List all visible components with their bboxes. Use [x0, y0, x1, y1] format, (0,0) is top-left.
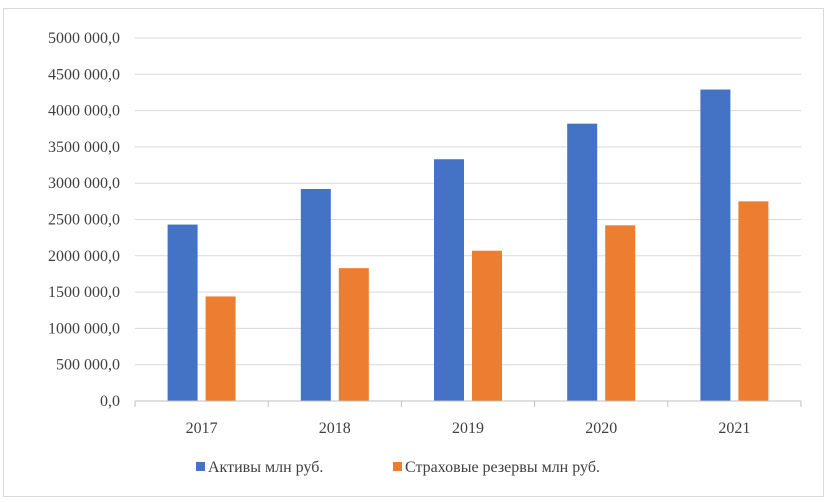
y-tick-label: 4500 000,0	[48, 66, 120, 83]
bar-reserves-2017	[205, 296, 236, 401]
bars	[167, 89, 769, 402]
y-tick-label: 1000 000,0	[48, 320, 120, 337]
gridlines	[135, 37, 801, 366]
x-tick-label: 2017	[186, 420, 218, 437]
chart-frame	[3, 8, 824, 497]
bar-reserves-2018	[338, 268, 369, 401]
x-tick-label: 2020	[585, 420, 617, 437]
bar-reserves-2019	[472, 250, 502, 401]
legend: Активы млн руб. Страховые резервы млн руб…	[196, 459, 600, 476]
bar-assets-2020	[567, 123, 598, 401]
y-tick-label: 2000 000,0	[48, 248, 120, 265]
x-tick-label: 2021	[718, 420, 750, 437]
y-tick-label: 1500 000,0	[48, 284, 120, 301]
legend-label: Активы млн руб.	[208, 459, 323, 476]
x-axis-ticks: 2017 2018 2019 2020 2021	[134, 401, 802, 437]
y-axis-ticks: 0,0 500 000,0 1000 000,0 1500 000,0 2000 000…	[48, 30, 120, 410]
bar-reserves-2020	[605, 225, 636, 401]
y-tick-label: 3000 000,0	[48, 175, 120, 192]
bar-assets-2019	[434, 159, 464, 401]
x-tick-label: 2018	[319, 420, 351, 437]
bar-assets-2017	[167, 224, 198, 401]
legend-swatch	[196, 462, 205, 471]
y-tick-label: 0,0	[100, 393, 120, 410]
bar-assets-2018	[300, 189, 331, 401]
x-tick-label: 2019	[452, 420, 484, 437]
legend-label: Страховые резервы млн руб.	[405, 459, 600, 476]
bar-assets-2021	[700, 89, 731, 402]
y-tick-label: 500 000,0	[56, 357, 120, 374]
y-tick-label: 2500 000,0	[48, 212, 120, 229]
bar-reserves-2021	[738, 201, 769, 401]
y-tick-label: 4000 000,0	[48, 103, 120, 120]
y-tick-label: 5000 000,0	[48, 30, 120, 47]
legend-swatch	[393, 462, 402, 471]
y-tick-label: 3500 000,0	[48, 139, 120, 156]
